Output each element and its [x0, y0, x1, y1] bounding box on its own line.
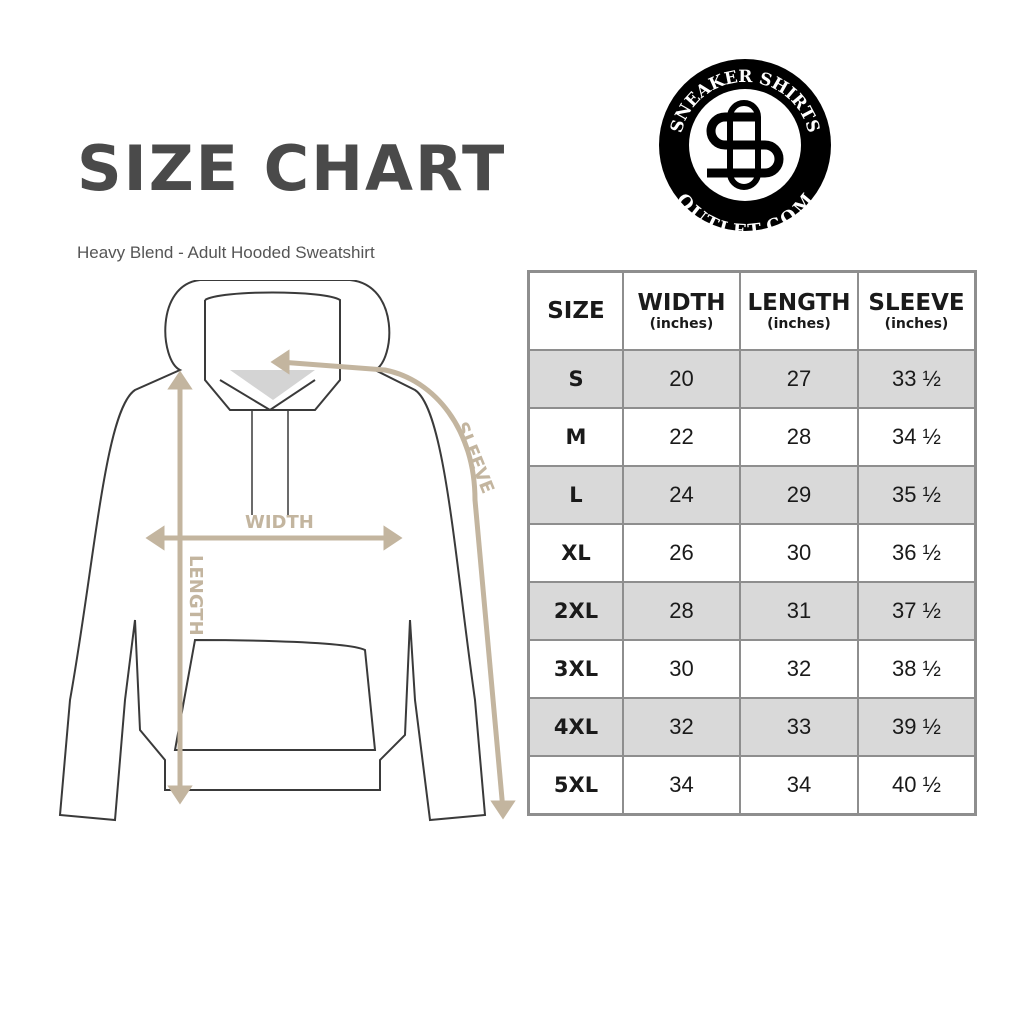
length-cell: 27: [739, 349, 859, 409]
table-row: 2XL 28 31 37 ½: [527, 581, 977, 641]
size-table: SIZE WIDTH (inches) LENGTH (inches) SLEEVE…: [527, 270, 977, 816]
width-cell: 34: [622, 755, 741, 816]
width-cell: 26: [622, 523, 741, 583]
width-cell: 32: [622, 697, 741, 757]
sleeve-cell: 39 ½: [857, 697, 977, 757]
sleeve-cell: 38 ½: [857, 639, 977, 699]
length-cell: 29: [739, 465, 859, 525]
length-cell: 34: [739, 755, 859, 816]
length-cell: 28: [739, 407, 859, 467]
page-title: SIZE CHART: [77, 132, 507, 205]
table-row: S 20 27 33 ½: [527, 349, 977, 409]
sleeve-cell: 34 ½: [857, 407, 977, 467]
width-cell: 28: [622, 581, 741, 641]
table-row: L 24 29 35 ½: [527, 465, 977, 525]
size-cell: 4XL: [527, 697, 624, 757]
table-row: 4XL 32 33 39 ½: [527, 697, 977, 757]
length-cell: 31: [739, 581, 859, 641]
sleeve-cell: 35 ½: [857, 465, 977, 525]
size-cell: 3XL: [527, 639, 624, 699]
header-width: WIDTH (inches): [622, 270, 741, 351]
product-subtitle: Heavy Blend - Adult Hooded Sweatshirt: [77, 243, 375, 262]
table-header-row: SIZE WIDTH (inches) LENGTH (inches) SLEEVE…: [527, 270, 977, 351]
table-row: 5XL 34 34 40 ½: [527, 755, 977, 816]
length-label: LENGTH: [185, 555, 206, 636]
hoodie-diagram: WIDTH LENGTH SLEEVE: [58, 280, 516, 822]
header-sleeve: SLEEVE (inches): [857, 270, 977, 351]
size-cell: M: [527, 407, 624, 467]
size-cell: 2XL: [527, 581, 624, 641]
width-cell: 20: [622, 349, 741, 409]
sleeve-cell: 36 ½: [857, 523, 977, 583]
sleeve-cell: 37 ½: [857, 581, 977, 641]
width-cell: 24: [622, 465, 741, 525]
sleeve-cell: 40 ½: [857, 755, 977, 816]
monogram-mark: [706, 100, 784, 190]
size-cell: 5XL: [527, 755, 624, 816]
width-cell: 22: [622, 407, 741, 467]
brand-logo: SNEAKER SHIRTS OUTLET.COM: [659, 59, 831, 235]
size-cell: S: [527, 349, 624, 409]
sleeve-cell: 33 ½: [857, 349, 977, 409]
neck-label-area: [230, 370, 315, 400]
table-row: M 22 28 34 ½: [527, 407, 977, 467]
length-cell: 30: [739, 523, 859, 583]
width-cell: 30: [622, 639, 741, 699]
width-label: WIDTH: [245, 512, 314, 533]
length-cell: 33: [739, 697, 859, 757]
table-row: 3XL 30 32 38 ½: [527, 639, 977, 699]
size-cell: XL: [527, 523, 624, 583]
header-size: SIZE: [527, 270, 624, 351]
size-cell: L: [527, 465, 624, 525]
table-row: XL 26 30 36 ½: [527, 523, 977, 583]
header-length: LENGTH (inches): [739, 270, 859, 351]
length-cell: 32: [739, 639, 859, 699]
sleeve-label: SLEEVE: [450, 419, 498, 497]
